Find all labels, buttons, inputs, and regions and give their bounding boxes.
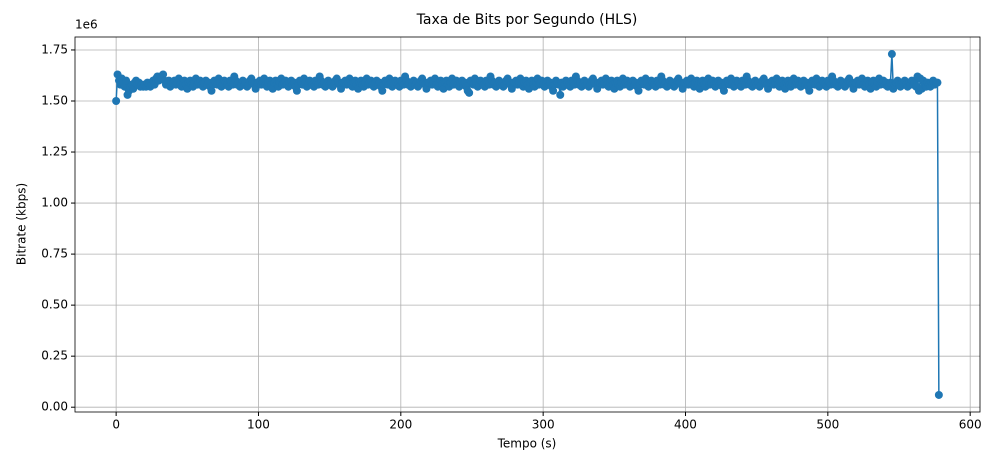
x-tick-label: 600: [959, 418, 982, 432]
x-tick-label: 500: [816, 418, 839, 432]
y-tick-label: 1.50: [41, 93, 68, 107]
x-tick-label: 100: [247, 418, 270, 432]
data-point: [934, 390, 943, 399]
data-point: [207, 86, 216, 95]
data-point: [112, 96, 121, 105]
y-tick-label: 0.75: [41, 247, 68, 261]
data-point: [378, 86, 387, 95]
data-point: [337, 84, 346, 93]
data-point: [593, 84, 602, 93]
y-axis-label: Bitrate (kbps): [15, 183, 29, 265]
data-point: [507, 84, 516, 93]
y-tick-label: 1.00: [41, 196, 68, 210]
data-point: [887, 50, 896, 59]
data-point: [764, 84, 773, 93]
chart-title: Taxa de Bits por Segundo (HLS): [416, 12, 638, 28]
data-point: [465, 88, 474, 97]
data-point: [678, 84, 687, 93]
y-tick-label: 0.50: [41, 298, 68, 312]
data-point: [849, 84, 858, 93]
y-tick-label: 0.00: [41, 400, 68, 414]
y-offset-label: 1e6: [75, 18, 98, 32]
x-tick-label: 0: [112, 418, 120, 432]
data-point: [634, 86, 643, 95]
data-point: [805, 86, 814, 95]
x-tick-label: 400: [674, 418, 697, 432]
x-tick-label: 200: [389, 418, 412, 432]
y-tick-label: 1.25: [41, 145, 68, 159]
y-tick-label: 0.25: [41, 349, 68, 363]
data-point: [251, 84, 260, 93]
x-axis-label: Tempo (s): [497, 437, 557, 451]
data-point: [556, 90, 565, 99]
plot-frame: [74, 36, 981, 413]
data-point: [122, 76, 131, 85]
x-tick-label: 300: [532, 418, 555, 432]
data-point: [159, 70, 168, 79]
data-point: [422, 84, 431, 93]
y-tick-label: 1.75: [41, 42, 68, 56]
data-point: [719, 86, 728, 95]
data-point: [933, 78, 942, 87]
data-point: [549, 86, 558, 95]
data-point: [292, 86, 301, 95]
